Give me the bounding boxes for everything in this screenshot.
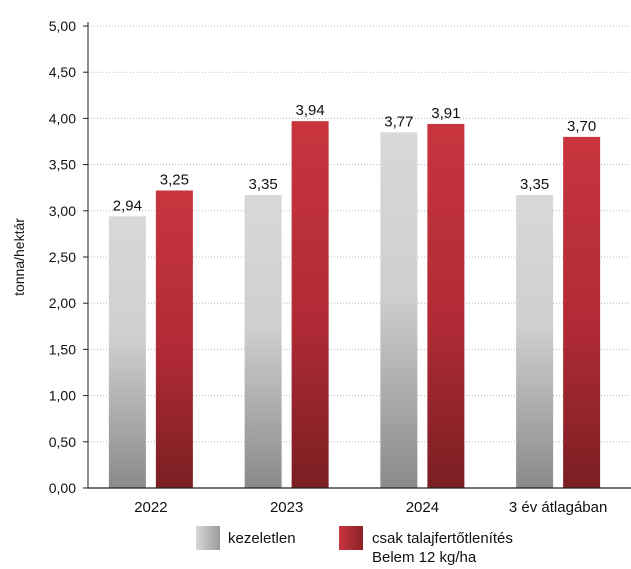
y-tick-label: 0,50 [49,434,76,450]
x-axis-categories: 2022 2023 2024 3 év átlagában [134,499,607,516]
legend-label-belem: Belem 12 kg/ha [372,549,477,566]
bars [108,121,601,489]
data-label-kezeletlen: 3,35 [249,176,278,193]
bar-kezeletlen [108,216,146,488]
legend-label-kezeletlen: kezeletlen [228,530,296,547]
bar-kezeletlen [380,132,418,488]
y-axis-ticks: 0,00 0,50 1,00 1,50 2,00 2,50 3,00 3,50 4,00 4,50… [49,18,88,496]
data-label-talajfertotlenites: 3,70 [567,118,596,135]
x-category-label: 2024 [406,499,439,516]
axes [87,22,631,489]
data-label-talajfertotlenites: 3,94 [296,102,325,119]
bar-talajfertotlenites [563,136,601,488]
legend-swatch-kezeletlen [196,526,220,550]
x-category-label: 2023 [270,499,303,516]
bar-talajfertotlenites [155,190,193,489]
data-label-kezeletlen: 3,77 [384,113,413,130]
y-tick-label: 3,00 [49,203,76,219]
bar-kezeletlen [516,195,554,489]
y-tick-label: 4,00 [49,110,76,126]
y-tick-label: 5,00 [49,18,76,34]
data-label-talajfertotlenites: 3,91 [431,105,460,122]
bar-talajfertotlenites [427,123,465,488]
bar-kezeletlen [244,195,282,489]
y-tick-label: 1,00 [49,388,76,404]
y-tick-label: 0,00 [49,480,76,496]
y-axis-label: tonna/hektár [11,218,27,296]
y-tick-label: 2,00 [49,295,76,311]
y-tick-label: 3,50 [49,157,76,173]
legend: kezeletlen csak talajfertőtlenítés Belem… [196,526,513,566]
legend-swatch-csak-talajfertotlenites [339,526,363,550]
y-tick-label: 4,50 [49,64,76,80]
data-label-kezeletlen: 2,94 [113,197,142,214]
x-category-label: 2022 [134,499,167,516]
data-label-talajfertotlenites: 3,25 [160,171,189,188]
y-tick-label: 2,50 [49,249,76,265]
data-labels: 2,94 3,25 3,35 3,94 3,77 3,91 3,35 3,70 [113,102,596,214]
legend-label-csak-talajfertotlenites: csak talajfertőtlenítés [372,530,513,547]
bar-talajfertotlenites [291,121,329,488]
x-category-label: 3 év átlagában [509,499,607,516]
data-label-kezeletlen: 3,35 [520,176,549,193]
y-tick-label: 1,50 [49,341,76,357]
